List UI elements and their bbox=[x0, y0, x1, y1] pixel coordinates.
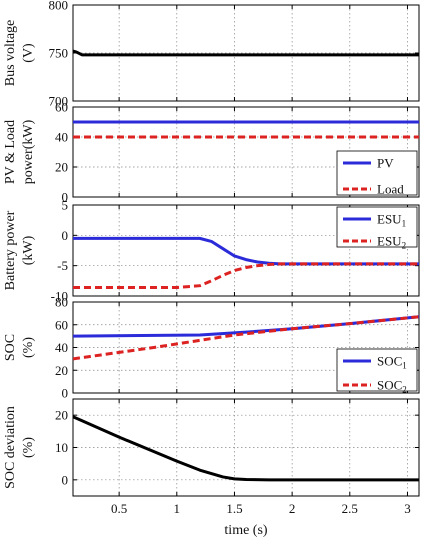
y-tick-label: -5 bbox=[57, 258, 68, 273]
y-tick-label: 0 bbox=[62, 386, 69, 401]
legend-label: SOC2 bbox=[377, 378, 407, 395]
y-tick-label: 20 bbox=[55, 160, 68, 175]
y-axis-label: (V) bbox=[21, 43, 36, 63]
legend-box bbox=[336, 150, 418, 196]
y-axis-label: power(kW) bbox=[21, 119, 36, 184]
y-axis-label: Bus voltage bbox=[3, 20, 18, 87]
series-line-2 bbox=[73, 262, 419, 290]
y-axis-label: SOC bbox=[3, 334, 18, 361]
y-tick-label: 10 bbox=[55, 440, 68, 455]
panel-2: 0 20 40 60 PV & Load power(kW) PV Load bbox=[3, 100, 420, 205]
y-tick-label: 60 bbox=[55, 100, 68, 115]
y-tick-label: 20 bbox=[55, 408, 68, 423]
y-tick-label: 5 bbox=[62, 198, 69, 213]
legend-label: ESU2 bbox=[377, 234, 406, 251]
y-axis-label: (%) bbox=[21, 337, 36, 358]
legend: ESU1 ESU2 bbox=[336, 206, 418, 251]
y-tick-label: 40 bbox=[55, 130, 68, 145]
legend: SOC1 SOC2 bbox=[336, 348, 418, 395]
y-tick-label: 40 bbox=[55, 340, 68, 355]
panel-5: 0 10 20 SOC deviation (%) 0.5 1 1.5 2 2.5 3 time (s… bbox=[3, 398, 420, 538]
y-tick-label: 700 bbox=[49, 94, 69, 109]
x-tick-label: 1 bbox=[174, 501, 181, 516]
x-tick-label: 2 bbox=[289, 501, 296, 516]
panel-3: -10 -5 0 5 Battery power (kW) ESU1 ESU2 bbox=[3, 198, 420, 304]
legend-label: SOC1 bbox=[377, 354, 407, 371]
y-tick-label: 0 bbox=[62, 472, 69, 487]
y-tick-label: 800 bbox=[49, 0, 69, 13]
panel-4: 0 20 40 60 80 SOC (%) SOC1 SOC2 bbox=[3, 295, 420, 401]
y-axis-label: (%) bbox=[21, 437, 36, 458]
x-tick-label: 0.5 bbox=[111, 501, 127, 516]
legend: PV Load bbox=[336, 150, 418, 197]
y-tick-label: -10 bbox=[51, 289, 68, 304]
y-tick-label: 60 bbox=[55, 317, 68, 332]
series-line-1 bbox=[73, 415, 419, 482]
y-tick-label: 750 bbox=[49, 46, 69, 61]
y-axis-label: SOC deviation bbox=[3, 406, 18, 489]
x-axis-label: time (s) bbox=[224, 523, 267, 538]
y-tick-label: 80 bbox=[55, 295, 68, 310]
y-tick-label: 0 bbox=[62, 190, 69, 205]
legend-label: ESU1 bbox=[377, 212, 406, 229]
x-tick-label: 1.5 bbox=[226, 501, 242, 516]
panel-1: 700 750 800 Bus voltage (V) bbox=[3, 0, 420, 109]
legend-label: PV bbox=[377, 156, 394, 171]
legend-box bbox=[336, 206, 418, 248]
y-tick-label: 20 bbox=[55, 363, 68, 378]
series-line-2 bbox=[73, 315, 419, 361]
x-tick-label: 2.5 bbox=[342, 501, 358, 516]
y-axis-label: Battery power bbox=[3, 210, 18, 290]
y-axis-label: (kW) bbox=[21, 235, 36, 265]
x-tick-label: 3 bbox=[404, 501, 411, 516]
legend-label: Load bbox=[377, 182, 404, 197]
y-tick-label: 0 bbox=[62, 228, 69, 243]
series-line-1 bbox=[73, 49, 419, 57]
legend-box bbox=[336, 348, 418, 392]
y-axis-label: PV & Load bbox=[3, 120, 18, 184]
